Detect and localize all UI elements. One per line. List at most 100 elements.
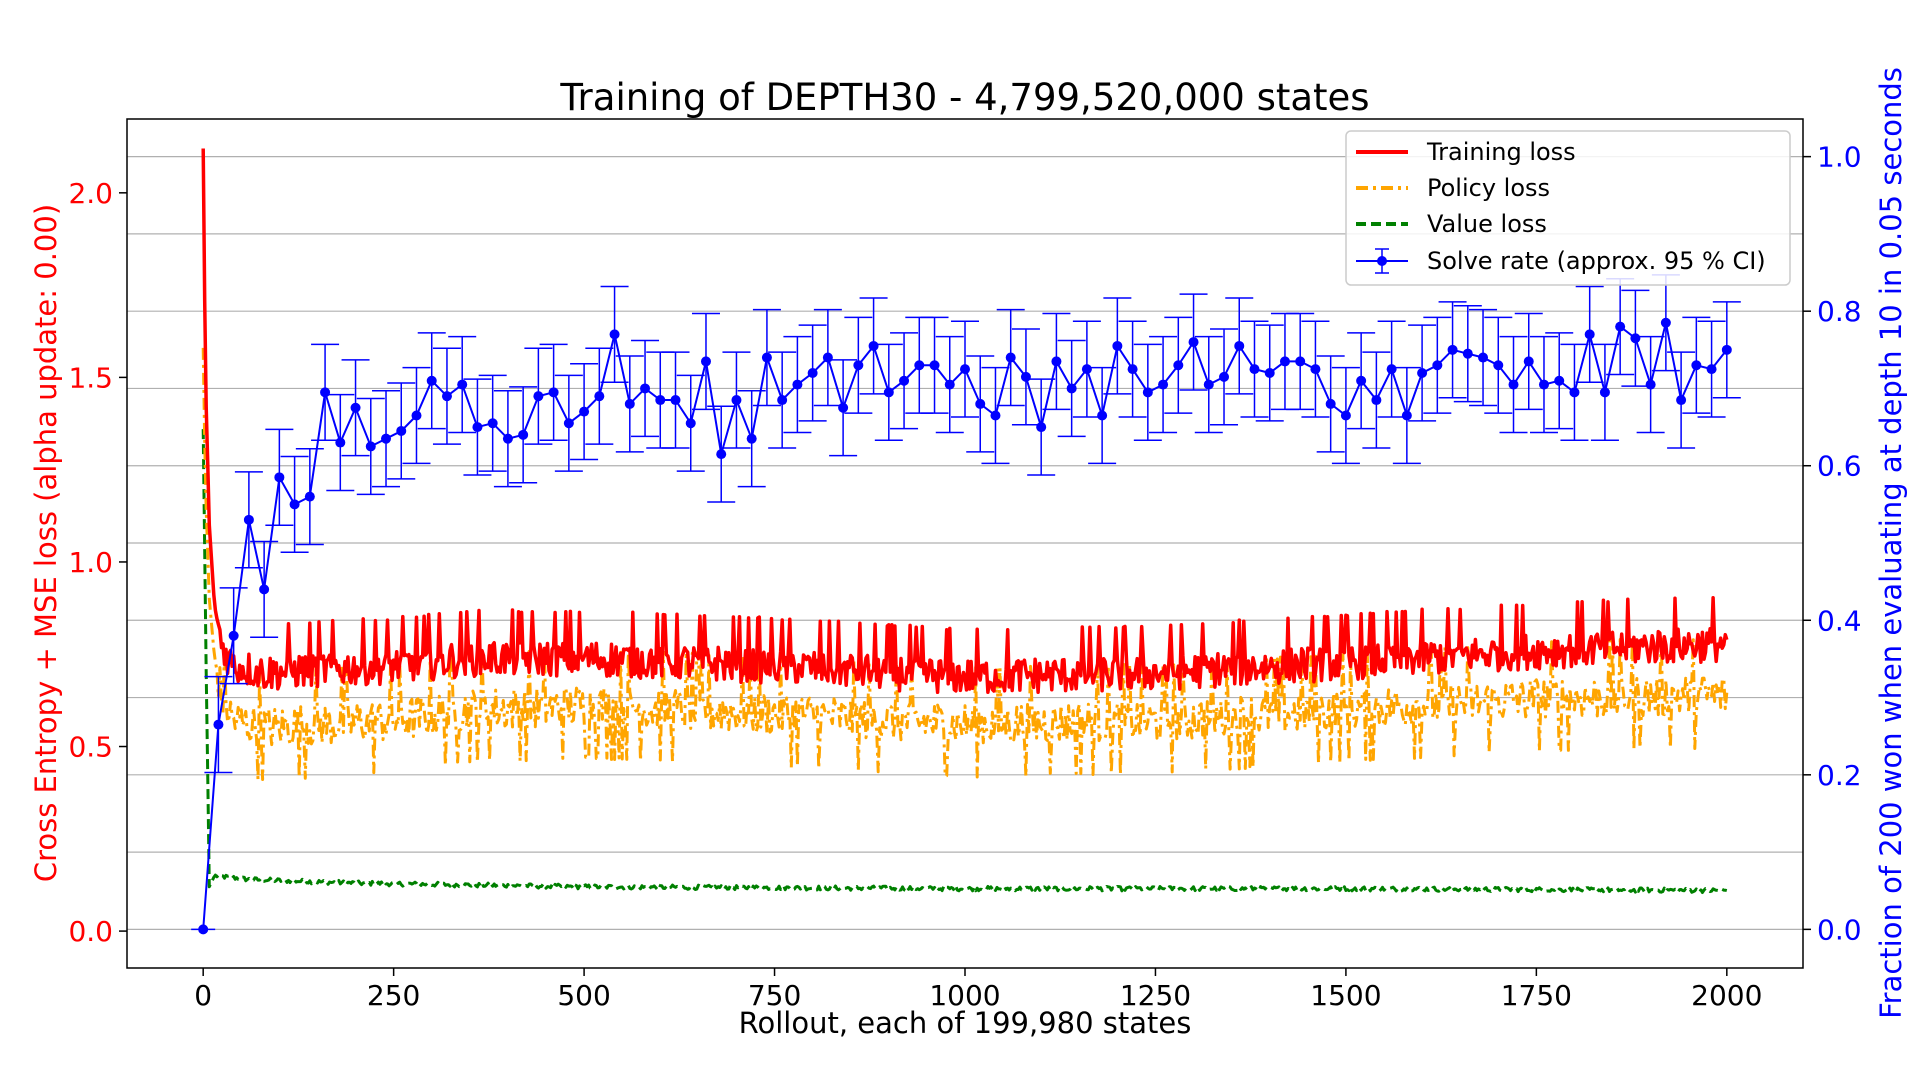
right-y-tick-label-1: 0.2 xyxy=(1817,759,1862,792)
chart-title: Training of DEPTH30 - 4,799,520,000 stat… xyxy=(559,76,1369,119)
plot-area xyxy=(191,148,1741,935)
solve-rate-point-18 xyxy=(472,422,483,433)
series-line-training-loss xyxy=(201,148,1729,695)
solve-rate-point-22 xyxy=(533,391,544,402)
right-y-axis: 0.0 0.2 0.4 0.6 0.8 1.0 xyxy=(1803,141,1862,946)
solve-rate-point-31 xyxy=(670,395,681,406)
solve-rate-point-63 xyxy=(1158,379,1169,390)
series-line-policy-loss xyxy=(201,347,1729,782)
series-line-value-loss xyxy=(201,429,1728,894)
right-y-tick-label-3: 0.6 xyxy=(1817,450,1862,483)
solve-rate-point-68 xyxy=(1234,340,1245,351)
solve-rate-point-67 xyxy=(1219,371,1230,382)
solve-rate-point-89 xyxy=(1554,375,1565,386)
solve-rate-point-65 xyxy=(1188,337,1199,348)
solve-rate-point-1 xyxy=(213,719,224,730)
solve-rate-point-23 xyxy=(548,387,559,398)
solve-rate-point-40 xyxy=(807,367,818,378)
solve-rate-point-96 xyxy=(1660,317,1671,328)
solve-rate-point-71 xyxy=(1279,356,1290,367)
right-y-tick-label-0: 0.0 xyxy=(1817,913,1862,946)
solve-rate-point-66 xyxy=(1203,379,1214,390)
solve-rate-point-83 xyxy=(1462,348,1473,359)
left-y-tick-label-1: 0.5 xyxy=(68,731,113,764)
solve-rate-point-15 xyxy=(426,375,437,386)
solve-rate-point-24 xyxy=(563,418,574,429)
solve-rate-point-98 xyxy=(1691,360,1702,371)
solve-rate-point-21 xyxy=(518,429,529,440)
left-y-axis: 0.0 0.5 1.0 1.5 2.0 xyxy=(68,177,127,948)
solve-rate-point-25 xyxy=(579,406,590,417)
solve-rate-point-48 xyxy=(929,360,940,371)
solve-rate-point-14 xyxy=(411,410,422,421)
solve-rate-point-30 xyxy=(655,395,666,406)
solve-rate-point-69 xyxy=(1249,364,1260,375)
solve-rate-point-87 xyxy=(1523,356,1534,367)
solve-rate-point-60 xyxy=(1112,340,1123,351)
solve-rate-point-61 xyxy=(1127,364,1138,375)
solve-rate-point-56 xyxy=(1051,356,1062,367)
solve-rate-point-95 xyxy=(1645,379,1656,390)
legend: Training loss Policy loss Value loss Sol… xyxy=(1345,130,1791,286)
left-y-tick-label-0: 0.0 xyxy=(68,915,113,948)
solve-rate-point-13 xyxy=(396,425,407,436)
solve-rate-point-50 xyxy=(960,364,970,375)
legend-label-solve-rate: Solve rate (approx. 95 % CI) xyxy=(1427,247,1766,275)
x-axis-label: Rollout, each of 199,980 states xyxy=(739,1006,1192,1040)
solve-rate-point-55 xyxy=(1036,422,1047,433)
solve-rate-point-57 xyxy=(1066,383,1077,394)
solve-rate-point-80 xyxy=(1417,367,1428,378)
solve-rate-point-81 xyxy=(1432,360,1443,371)
solve-rate-point-44 xyxy=(868,340,879,351)
solve-rate-point-19 xyxy=(487,418,498,429)
solve-rate-point-64 xyxy=(1173,360,1184,371)
solve-rate-point-5 xyxy=(274,472,285,483)
solve-rate-point-100 xyxy=(1721,344,1732,355)
x-tick-label-0: 0 xyxy=(194,979,212,1012)
legend-swatch-solve-rate-marker xyxy=(1377,256,1387,266)
solve-rate-point-37 xyxy=(761,352,772,363)
left-y-axis-label: Cross Entropy + MSE loss (alpha update: … xyxy=(29,204,63,882)
legend-label-value: Value loss xyxy=(1427,210,1547,238)
solve-rate-point-47 xyxy=(914,360,925,371)
x-tick-label-7: 1750 xyxy=(1501,979,1572,1012)
solve-rate-point-42 xyxy=(838,402,849,413)
solve-rate-point-58 xyxy=(1081,364,1092,375)
right-y-axis-label: Fraction of 200 won when evaluating at d… xyxy=(1874,67,1908,1019)
solve-rate-point-43 xyxy=(853,360,864,371)
solve-rate-point-51 xyxy=(975,398,986,409)
solve-rate-point-72 xyxy=(1295,356,1306,367)
solve-rate-point-62 xyxy=(1142,387,1153,398)
solve-rate-point-86 xyxy=(1508,379,1519,390)
solve-rate-point-90 xyxy=(1569,387,1580,398)
solve-rate-point-92 xyxy=(1599,387,1610,398)
solve-rate-point-91 xyxy=(1584,329,1595,340)
solve-rate-point-76 xyxy=(1356,375,1367,386)
solve-rate-point-3 xyxy=(243,514,254,525)
solve-rate-point-41 xyxy=(822,352,833,363)
solve-rate-point-94 xyxy=(1630,333,1641,344)
x-tick-label-3: 750 xyxy=(748,979,801,1012)
solve-rate-point-10 xyxy=(350,402,361,413)
x-tick-label-6: 1500 xyxy=(1310,979,1381,1012)
solve-rate-point-59 xyxy=(1097,410,1108,421)
solve-rate-point-27 xyxy=(609,329,620,340)
solve-rate-point-49 xyxy=(944,379,955,390)
solve-rate-point-54 xyxy=(1020,371,1031,382)
solve-rate-point-29 xyxy=(640,383,651,394)
solve-rate-point-97 xyxy=(1676,395,1687,406)
solve-rate-point-26 xyxy=(594,391,605,402)
solve-rate-point-88 xyxy=(1538,379,1549,390)
solve-rate-point-84 xyxy=(1478,352,1489,363)
solve-rate-point-0 xyxy=(198,924,209,935)
x-tick-label-8: 2000 xyxy=(1691,979,1762,1012)
x-tick-label-2: 500 xyxy=(557,979,610,1012)
solve-rate-point-75 xyxy=(1340,410,1351,421)
legend-box xyxy=(1345,130,1791,286)
x-tick-label-4: 1000 xyxy=(929,979,1000,1012)
right-y-tick-label-2: 0.4 xyxy=(1817,604,1862,637)
solve-rate-point-74 xyxy=(1325,398,1336,409)
solve-rate-point-38 xyxy=(777,395,788,406)
solve-rate-point-82 xyxy=(1447,344,1458,355)
